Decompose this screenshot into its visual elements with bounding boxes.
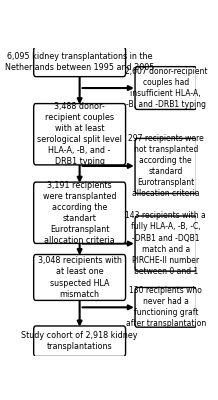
Text: 3,488 donor-
recipient couples
with at least
serological split level
HLA-A, -B, : 3,488 donor- recipient couples with at l… — [37, 102, 122, 166]
FancyBboxPatch shape — [135, 67, 197, 110]
Text: 130 recipients who
never had a
functioning graft
after transplantation: 130 recipients who never had a functioni… — [126, 286, 206, 328]
Text: Study cohort of 2,918 kidney
transplantations: Study cohort of 2,918 kidney transplanta… — [21, 331, 138, 351]
FancyBboxPatch shape — [34, 254, 126, 300]
FancyBboxPatch shape — [135, 288, 197, 327]
FancyBboxPatch shape — [135, 216, 197, 271]
FancyBboxPatch shape — [34, 104, 126, 165]
FancyBboxPatch shape — [34, 326, 126, 356]
Text: 6,095 kidney transplantations in the
Netherlands between 1995 and 2005: 6,095 kidney transplantations in the Net… — [5, 52, 154, 72]
FancyBboxPatch shape — [34, 182, 126, 244]
FancyBboxPatch shape — [34, 47, 126, 77]
Text: 3,191 recipients
were transplanted
according the
standart
Eurotransplant
allocat: 3,191 recipients were transplanted accor… — [43, 180, 116, 245]
Text: 143 recipients with a
fully HLA-A, -B, -C,
-DRB1 and -DQB1
match and a
PIRCHE-II: 143 recipients with a fully HLA-A, -B, -… — [125, 211, 206, 276]
Text: 3,048 recipients with
at least one
suspected HLA
mismatch: 3,048 recipients with at least one suspe… — [38, 256, 122, 299]
Text: 297 recipients were
not transplanted
according the
standard
Eurotransplant
alloc: 297 recipients were not transplanted acc… — [128, 134, 204, 198]
Text: 2,607 donor-recipient
couples had
insufficient HLA-A,
-B, and -DRB1 typing: 2,607 donor-recipient couples had insuff… — [124, 67, 207, 109]
FancyBboxPatch shape — [135, 138, 197, 194]
